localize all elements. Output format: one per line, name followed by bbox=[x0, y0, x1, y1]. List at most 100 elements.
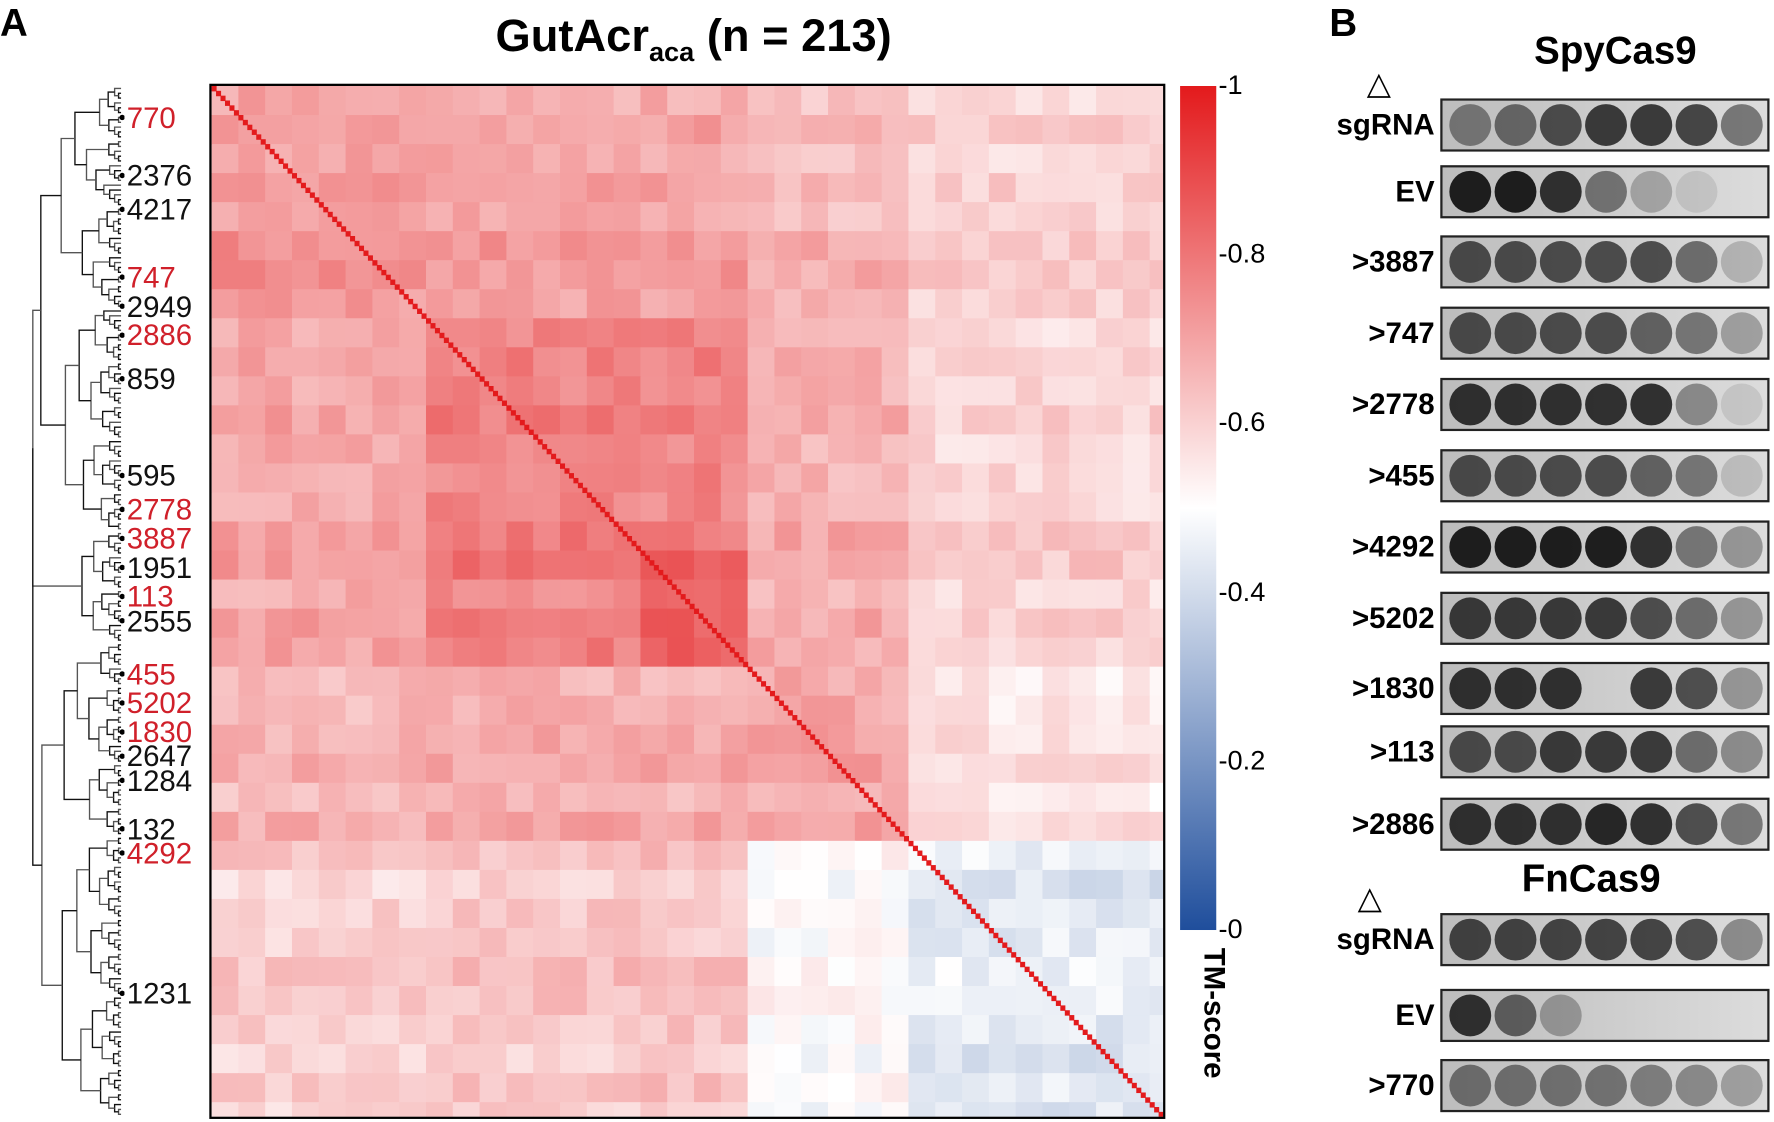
plaque-row-label: >5202 bbox=[1351, 600, 1435, 635]
heatmap-diagonal-cell bbox=[823, 748, 829, 755]
heatmap-cell-block bbox=[988, 405, 1017, 436]
heatmap-cell-block bbox=[747, 869, 776, 900]
heatmap-cell-block bbox=[881, 724, 910, 755]
heatmap-diagonal-cell bbox=[399, 289, 405, 295]
dendrogram-branch bbox=[88, 779, 108, 820]
heatmap-cell-block bbox=[479, 579, 508, 610]
heatmap-cell-block bbox=[452, 666, 481, 697]
heatmap-cell-block bbox=[962, 753, 990, 784]
heatmap-diagonal-cell bbox=[988, 927, 994, 934]
heatmap-diagonal-cell bbox=[778, 700, 784, 706]
heatmap-cell-block bbox=[1122, 550, 1151, 581]
heatmap-cell-block bbox=[506, 1073, 534, 1103]
heatmap-diagonal-cell bbox=[519, 419, 525, 426]
heatmap-cell-block bbox=[506, 260, 534, 290]
dendrogram-branch bbox=[81, 230, 99, 276]
heatmap-cell-block bbox=[479, 347, 508, 378]
heatmap-diagonal-cell bbox=[283, 163, 289, 169]
heatmap-cell-block bbox=[1015, 666, 1044, 697]
heatmap-cell-block bbox=[694, 1102, 722, 1117]
heatmap-cell-block bbox=[881, 637, 910, 668]
heatmap-cell-block bbox=[801, 1015, 829, 1045]
row-label: 770 bbox=[126, 100, 176, 135]
heatmap-cell-block bbox=[1096, 957, 1124, 987]
plaque-spot bbox=[1630, 918, 1673, 961]
heatmap-frame bbox=[209, 83, 1166, 1119]
heatmap-cell-block bbox=[935, 986, 963, 1016]
heatmap-cell-block bbox=[613, 840, 642, 871]
dendrogram-leaf-dot bbox=[119, 535, 125, 542]
heatmap-cell-block bbox=[318, 463, 347, 494]
heatmap-diagonal-cell bbox=[1105, 1053, 1111, 1060]
dendrogram-branch bbox=[81, 555, 94, 617]
heatmap-cell-block bbox=[640, 957, 668, 987]
heatmap-cell-block bbox=[1149, 957, 1164, 987]
heatmap-cell-block bbox=[372, 811, 400, 842]
heatmap-cell-block bbox=[345, 579, 374, 610]
heatmap-cell-block bbox=[747, 1102, 776, 1117]
heatmap-diagonal-cell bbox=[560, 463, 566, 469]
heatmap-cell-block bbox=[265, 1102, 293, 1117]
heatmap-cell-block bbox=[425, 202, 454, 232]
heatmap-cell-block bbox=[345, 811, 374, 842]
heatmap-cell-block bbox=[1096, 753, 1124, 784]
heatmap-cell-block bbox=[640, 608, 668, 639]
heatmap-cell-block bbox=[667, 898, 695, 929]
heatmap-cell-block bbox=[479, 434, 508, 465]
heatmap-cell-block bbox=[399, 986, 427, 1016]
heatmap-cell-block bbox=[291, 202, 320, 232]
heatmap-cell-block bbox=[667, 840, 695, 871]
heatmap-diagonal-cell bbox=[859, 787, 865, 794]
heatmap-cell-block bbox=[291, 1102, 320, 1117]
heatmap-cell-block bbox=[265, 202, 293, 232]
dendrogram-branch bbox=[117, 736, 122, 743]
heatmap-diagonal-cell bbox=[233, 110, 239, 116]
heatmap-cell-block bbox=[908, 666, 936, 697]
heatmap-cell-block bbox=[291, 463, 320, 494]
dendrogram-branch bbox=[112, 346, 119, 358]
heatmap-cell-block bbox=[801, 869, 829, 900]
heatmap-cell-block bbox=[881, 579, 910, 610]
heatmap-cell-block bbox=[238, 579, 266, 610]
heatmap-cell-block bbox=[640, 144, 668, 174]
plaque-spot bbox=[1720, 383, 1763, 426]
heatmap-cell-block bbox=[560, 260, 588, 290]
heatmap-cell-block bbox=[988, 782, 1017, 813]
heatmap-diagonal-cell bbox=[747, 666, 753, 673]
heatmap-cell-block bbox=[1069, 695, 1097, 726]
heatmap-cell-block bbox=[452, 550, 481, 581]
heatmap-cell-block bbox=[586, 173, 615, 203]
heatmap-cell-block bbox=[613, 666, 642, 697]
heatmap-cell-block bbox=[399, 1044, 427, 1074]
heatmap-cell-block bbox=[854, 434, 883, 465]
heatmap-cell-block bbox=[908, 289, 936, 319]
heatmap-diagonal-cell bbox=[1091, 1039, 1097, 1045]
heatmap-cell-block bbox=[452, 202, 481, 232]
heatmap-cell-block bbox=[211, 1102, 240, 1117]
heatmap-cell-block bbox=[452, 434, 481, 465]
heatmap-diagonal-cell bbox=[408, 298, 414, 305]
heatmap-cell-block bbox=[1042, 289, 1070, 319]
dendrogram-branch bbox=[108, 624, 122, 635]
heatmap-cell-block bbox=[908, 405, 936, 436]
heatmap-cell-block bbox=[854, 521, 883, 552]
heatmap-diagonal-cell bbox=[497, 395, 503, 402]
heatmap-cell-block bbox=[425, 782, 454, 813]
heatmap-cell-block bbox=[1149, 115, 1164, 145]
heatmap-cell-block bbox=[640, 173, 668, 203]
heatmap-cell-block bbox=[265, 405, 293, 436]
heatmap-cell-block bbox=[291, 1015, 320, 1045]
heatmap-cell-block bbox=[318, 521, 347, 552]
heatmap-cell-block bbox=[211, 347, 240, 378]
heatmap-cell-block bbox=[506, 869, 534, 900]
heatmap-cell-block bbox=[962, 811, 990, 842]
heatmap-cell-block bbox=[506, 521, 534, 552]
heatmap-cell-block bbox=[1149, 260, 1164, 290]
heatmap-cell-block bbox=[774, 85, 802, 116]
dendrogram-branch bbox=[108, 898, 119, 911]
heatmap-cell-block bbox=[345, 376, 374, 407]
heatmap-cell-block bbox=[425, 695, 454, 726]
dendrogram-leaf-dot bbox=[119, 303, 125, 309]
heatmap-cell-block bbox=[908, 85, 936, 116]
heatmap-cell-block bbox=[479, 289, 508, 319]
